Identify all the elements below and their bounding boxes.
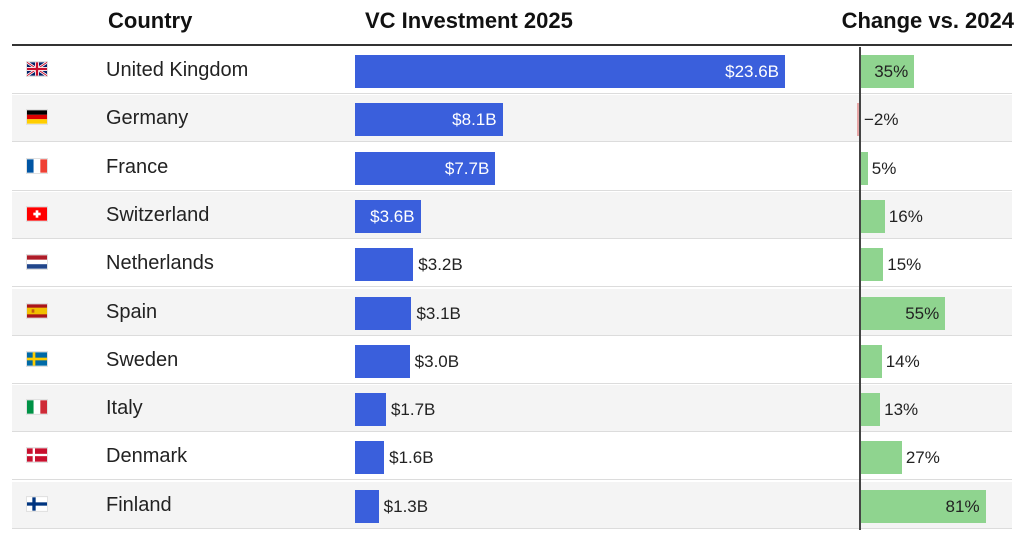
- country-name: Sweden: [106, 348, 179, 371]
- denmark-flag-icon: [26, 447, 48, 464]
- change-zero-baseline: [859, 47, 861, 530]
- table-row: Sweden $3.0B 14%: [12, 337, 1012, 384]
- change-label: 15%: [887, 255, 922, 275]
- table-row: Netherlands $3.2B 15%: [12, 240, 1012, 288]
- vc-investment-bar: [355, 441, 385, 475]
- vc-investment-bar: [355, 199, 421, 233]
- vc-investment-bar: [355, 393, 386, 427]
- country-name: Italy: [106, 397, 143, 420]
- vc-investment-bar: [355, 151, 496, 185]
- vc-investment-column-header: VC Investment 2025: [365, 8, 573, 33]
- table-row: Denmark $1.6B 27%: [12, 433, 1012, 481]
- vc-investment-bar: [355, 55, 785, 88]
- change-bar: [860, 55, 915, 88]
- change-label: 16%: [888, 206, 923, 226]
- vc-investment-label: $1.7B: [390, 400, 436, 420]
- table-row: France $7.7B 5%: [12, 144, 1012, 191]
- netherlands-flag-icon: [26, 254, 48, 271]
- table-row: Germany $8.1B −2%: [12, 95, 1012, 143]
- vc-investment-bar: [355, 296, 412, 330]
- finland-flag-icon: [26, 495, 48, 512]
- country-name: Denmark: [106, 445, 188, 468]
- spain-flag-icon: [26, 302, 48, 319]
- change-bar: [860, 199, 885, 233]
- italy-flag-icon: [26, 399, 48, 416]
- vc-investment-bar: [355, 344, 410, 378]
- vc-investment-label: $7.7B: [444, 158, 490, 178]
- change-bar: [860, 441, 902, 475]
- vc-investment-label: $3.2B: [418, 255, 463, 275]
- change-label: 5%: [871, 158, 897, 178]
- vc-investment-label: $8.1B: [452, 110, 497, 130]
- switzerland-flag-icon: [26, 205, 48, 222]
- uk-flag-icon: [26, 61, 48, 77]
- vc-investment-label: $3.0B: [414, 351, 460, 371]
- change-bar: [860, 296, 946, 330]
- table-row: Italy $1.7B 13%: [12, 385, 1012, 433]
- country-name: United Kingdom: [106, 59, 249, 81]
- change-bar: [860, 393, 881, 427]
- country-name: Finland: [106, 493, 172, 516]
- vc-investment-bar: [355, 489, 379, 523]
- change-bar: [860, 489, 986, 523]
- table-row: Finland $1.3B 81%: [12, 481, 1012, 529]
- table-row: United Kingdom $23.6B 35%: [12, 47, 1012, 94]
- change-label: 14%: [885, 351, 920, 371]
- table-row: Switzerland $3.6B 16%: [12, 191, 1012, 239]
- sweden-flag-icon: [26, 350, 48, 367]
- change-bar: [860, 248, 884, 282]
- vc-investment-label: $3.6B: [370, 206, 415, 226]
- vc-investment-bar: [355, 103, 503, 137]
- table-header: Country VC Investment 2025 Change vs. 20…: [0, 0, 1024, 44]
- country-name: Spain: [106, 300, 158, 323]
- country-name: Germany: [106, 107, 189, 130]
- germany-flag-icon: [26, 109, 48, 126]
- change-label: 13%: [884, 400, 919, 420]
- header-divider: [12, 44, 1012, 46]
- change-bar: [856, 103, 860, 137]
- country-name: France: [106, 155, 169, 178]
- change-bar: [860, 344, 882, 378]
- country-name: Switzerland: [106, 203, 210, 226]
- change-bar: [860, 151, 868, 185]
- table-row: Spain $3.1B 55%: [12, 288, 1012, 336]
- vc-investment-label: $1.3B: [383, 496, 429, 516]
- change-label: 81%: [945, 496, 980, 516]
- france-flag-icon: [26, 157, 48, 174]
- change-label: −2%: [864, 110, 899, 130]
- vc-investment-label: $23.6B: [725, 62, 779, 81]
- change-label: 27%: [905, 448, 940, 468]
- vc-investment-bar: [355, 248, 414, 282]
- country-name: Netherlands: [106, 252, 214, 275]
- country-column-header: Country: [108, 8, 193, 33]
- change-label: 35%: [874, 62, 909, 81]
- change-label: 55%: [905, 303, 940, 323]
- change-column-header: Change vs. 2024: [841, 8, 1014, 33]
- vc-investment-label: $1.6B: [389, 448, 434, 468]
- vc-investment-label: $3.1B: [416, 303, 461, 323]
